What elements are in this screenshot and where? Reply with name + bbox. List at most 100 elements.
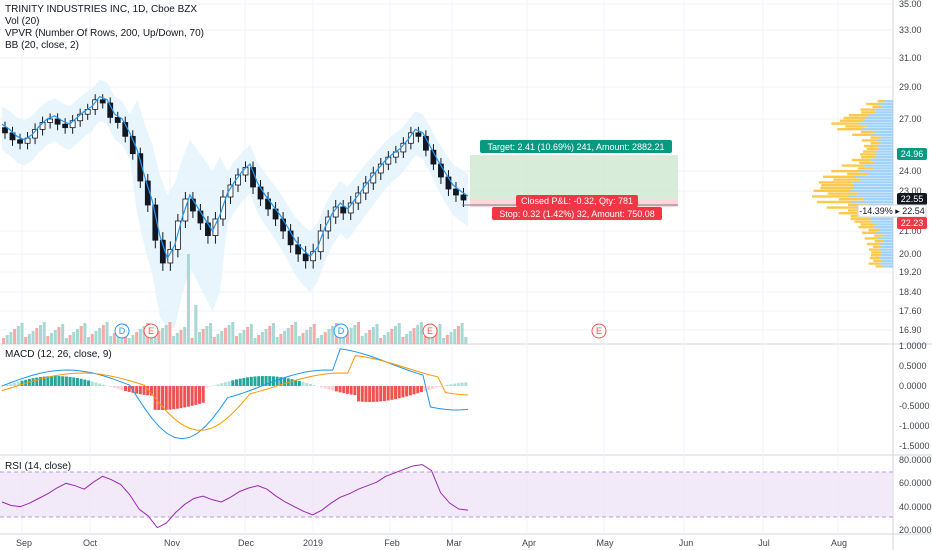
last-price-tag [897, 193, 927, 205]
vpvr-up-row [860, 223, 876, 226]
vpvr-down-row [878, 242, 893, 246]
volume-bar [434, 327, 438, 344]
time-tick-label: Dec [238, 538, 255, 548]
volume-bar [449, 332, 453, 344]
vpvr-up-row [860, 153, 875, 156]
volume-bar [456, 326, 460, 344]
macd-histogram-bar [327, 386, 331, 390]
vpvr-down-row [877, 237, 893, 240]
volume-bar [72, 332, 76, 344]
volume-bar [283, 331, 287, 344]
volume-bar [442, 338, 446, 344]
macd-tick-label: 0.0000 [899, 381, 927, 391]
stop-price-tag [897, 217, 927, 229]
volume-bar [153, 334, 157, 344]
volume-bar [112, 333, 116, 344]
vpvr-down-row [879, 248, 893, 251]
volume-bar [186, 254, 190, 344]
macd-histogram-bar [456, 383, 460, 386]
vpvr-down-row [852, 181, 893, 184]
vpvr-up-row [877, 100, 885, 103]
price-tick-label: 24.00 [899, 166, 922, 176]
price-tick-label: 33.00 [899, 25, 922, 35]
vpvr-down-row [854, 175, 893, 178]
macd-tick-label: -1.0000 [899, 421, 930, 431]
macd-histogram-bar [249, 376, 253, 386]
stop-label [492, 207, 662, 220]
target-label [480, 140, 672, 153]
volume-bar [294, 322, 298, 344]
volume-bar [13, 329, 17, 344]
volume-bar [131, 335, 135, 344]
macd-histogram-bar [345, 386, 349, 394]
volume-bar [57, 327, 61, 344]
volume-bar [149, 337, 153, 344]
macd-histogram-bar [268, 376, 272, 386]
vpvr-down-row [881, 251, 893, 254]
vpvr-up-row [837, 128, 863, 131]
volume-bar [79, 326, 83, 344]
volume-bar [42, 322, 46, 344]
symbol-title[interactable]: TRINITY INDUSTRIES INC, 1D, Cboe BZX [5, 4, 198, 15]
macd-histogram-bar [260, 376, 264, 386]
vpvr-indicator-label[interactable]: VPVR (Number Of Rows, 200, Up/Down, 70) [5, 28, 204, 39]
vpvr-up-row [858, 167, 874, 170]
macd-histogram-bar [235, 379, 238, 386]
candle-body [317, 230, 324, 253]
macd-histogram-bar [460, 382, 464, 386]
vpvr-up-row [816, 200, 852, 204]
rsi-title[interactable]: RSI (14, close) [5, 461, 72, 472]
closed-pnl-label-text: Closed P&L: -0.32, Qty: 781 [521, 196, 633, 206]
macd-histogram-bar [275, 376, 279, 386]
macd-histogram-bar [124, 386, 128, 392]
event-marker-dividend [114, 323, 130, 339]
candle-body [167, 248, 174, 264]
bb-indicator-label[interactable]: BB (20, close, 2) [5, 40, 79, 51]
time-tick-label: May [596, 538, 614, 548]
vpvr-up-row [820, 186, 854, 190]
volume-bar [264, 329, 268, 344]
macd-histogram-bar [246, 377, 250, 386]
macd-title[interactable]: MACD (12, 26, close, 9) [5, 349, 112, 360]
volume-bar [142, 326, 146, 344]
macd-histogram-bar [305, 382, 309, 386]
volume-bar [453, 329, 457, 344]
vpvr-up-row [872, 105, 882, 108]
vpvr-up-row [826, 206, 857, 209]
macd-histogram-bar [72, 377, 76, 386]
macd-histogram-bar [419, 386, 423, 393]
target-zone [470, 155, 678, 199]
volume-bar [101, 325, 105, 344]
macd-histogram-bar [127, 386, 131, 392]
macd-histogram-bar [179, 386, 183, 409]
volume-bar [46, 336, 50, 344]
vpvr-down-row [874, 161, 893, 164]
main-legend: TRINITY INDUSTRIES INC, 1D, Cboe BZX Vol… [5, 4, 204, 52]
vol-indicator-label[interactable]: Vol (20) [5, 16, 40, 27]
vpvr-down-row [875, 139, 893, 142]
volume-bar [216, 334, 220, 344]
vpvr-down-row [880, 136, 893, 139]
volume-bar [175, 333, 179, 344]
volume-bar [371, 327, 375, 344]
macd-histogram-bar [101, 384, 105, 386]
volume-bar [209, 323, 213, 344]
price-tick-label: 17.60 [899, 306, 922, 316]
macd-histogram-bar [172, 386, 176, 410]
candle-body [99, 99, 106, 104]
macd-histogram-bar [412, 386, 416, 395]
volume-bar [323, 332, 327, 344]
macd-histogram-bar [320, 386, 324, 388]
volume-bar [349, 328, 353, 344]
vpvr-up-row [821, 184, 854, 187]
macd-histogram-bar [120, 386, 124, 391]
vpvr-down-row [880, 256, 893, 260]
vpvr-down-row [879, 262, 893, 265]
candle-body [212, 218, 219, 237]
macd-histogram-bar [146, 386, 150, 396]
price-tick-label: 23.00 [899, 186, 922, 196]
vpvr-up-row [849, 114, 869, 117]
macd-histogram-bar [223, 382, 227, 386]
volume-bar [353, 325, 357, 344]
